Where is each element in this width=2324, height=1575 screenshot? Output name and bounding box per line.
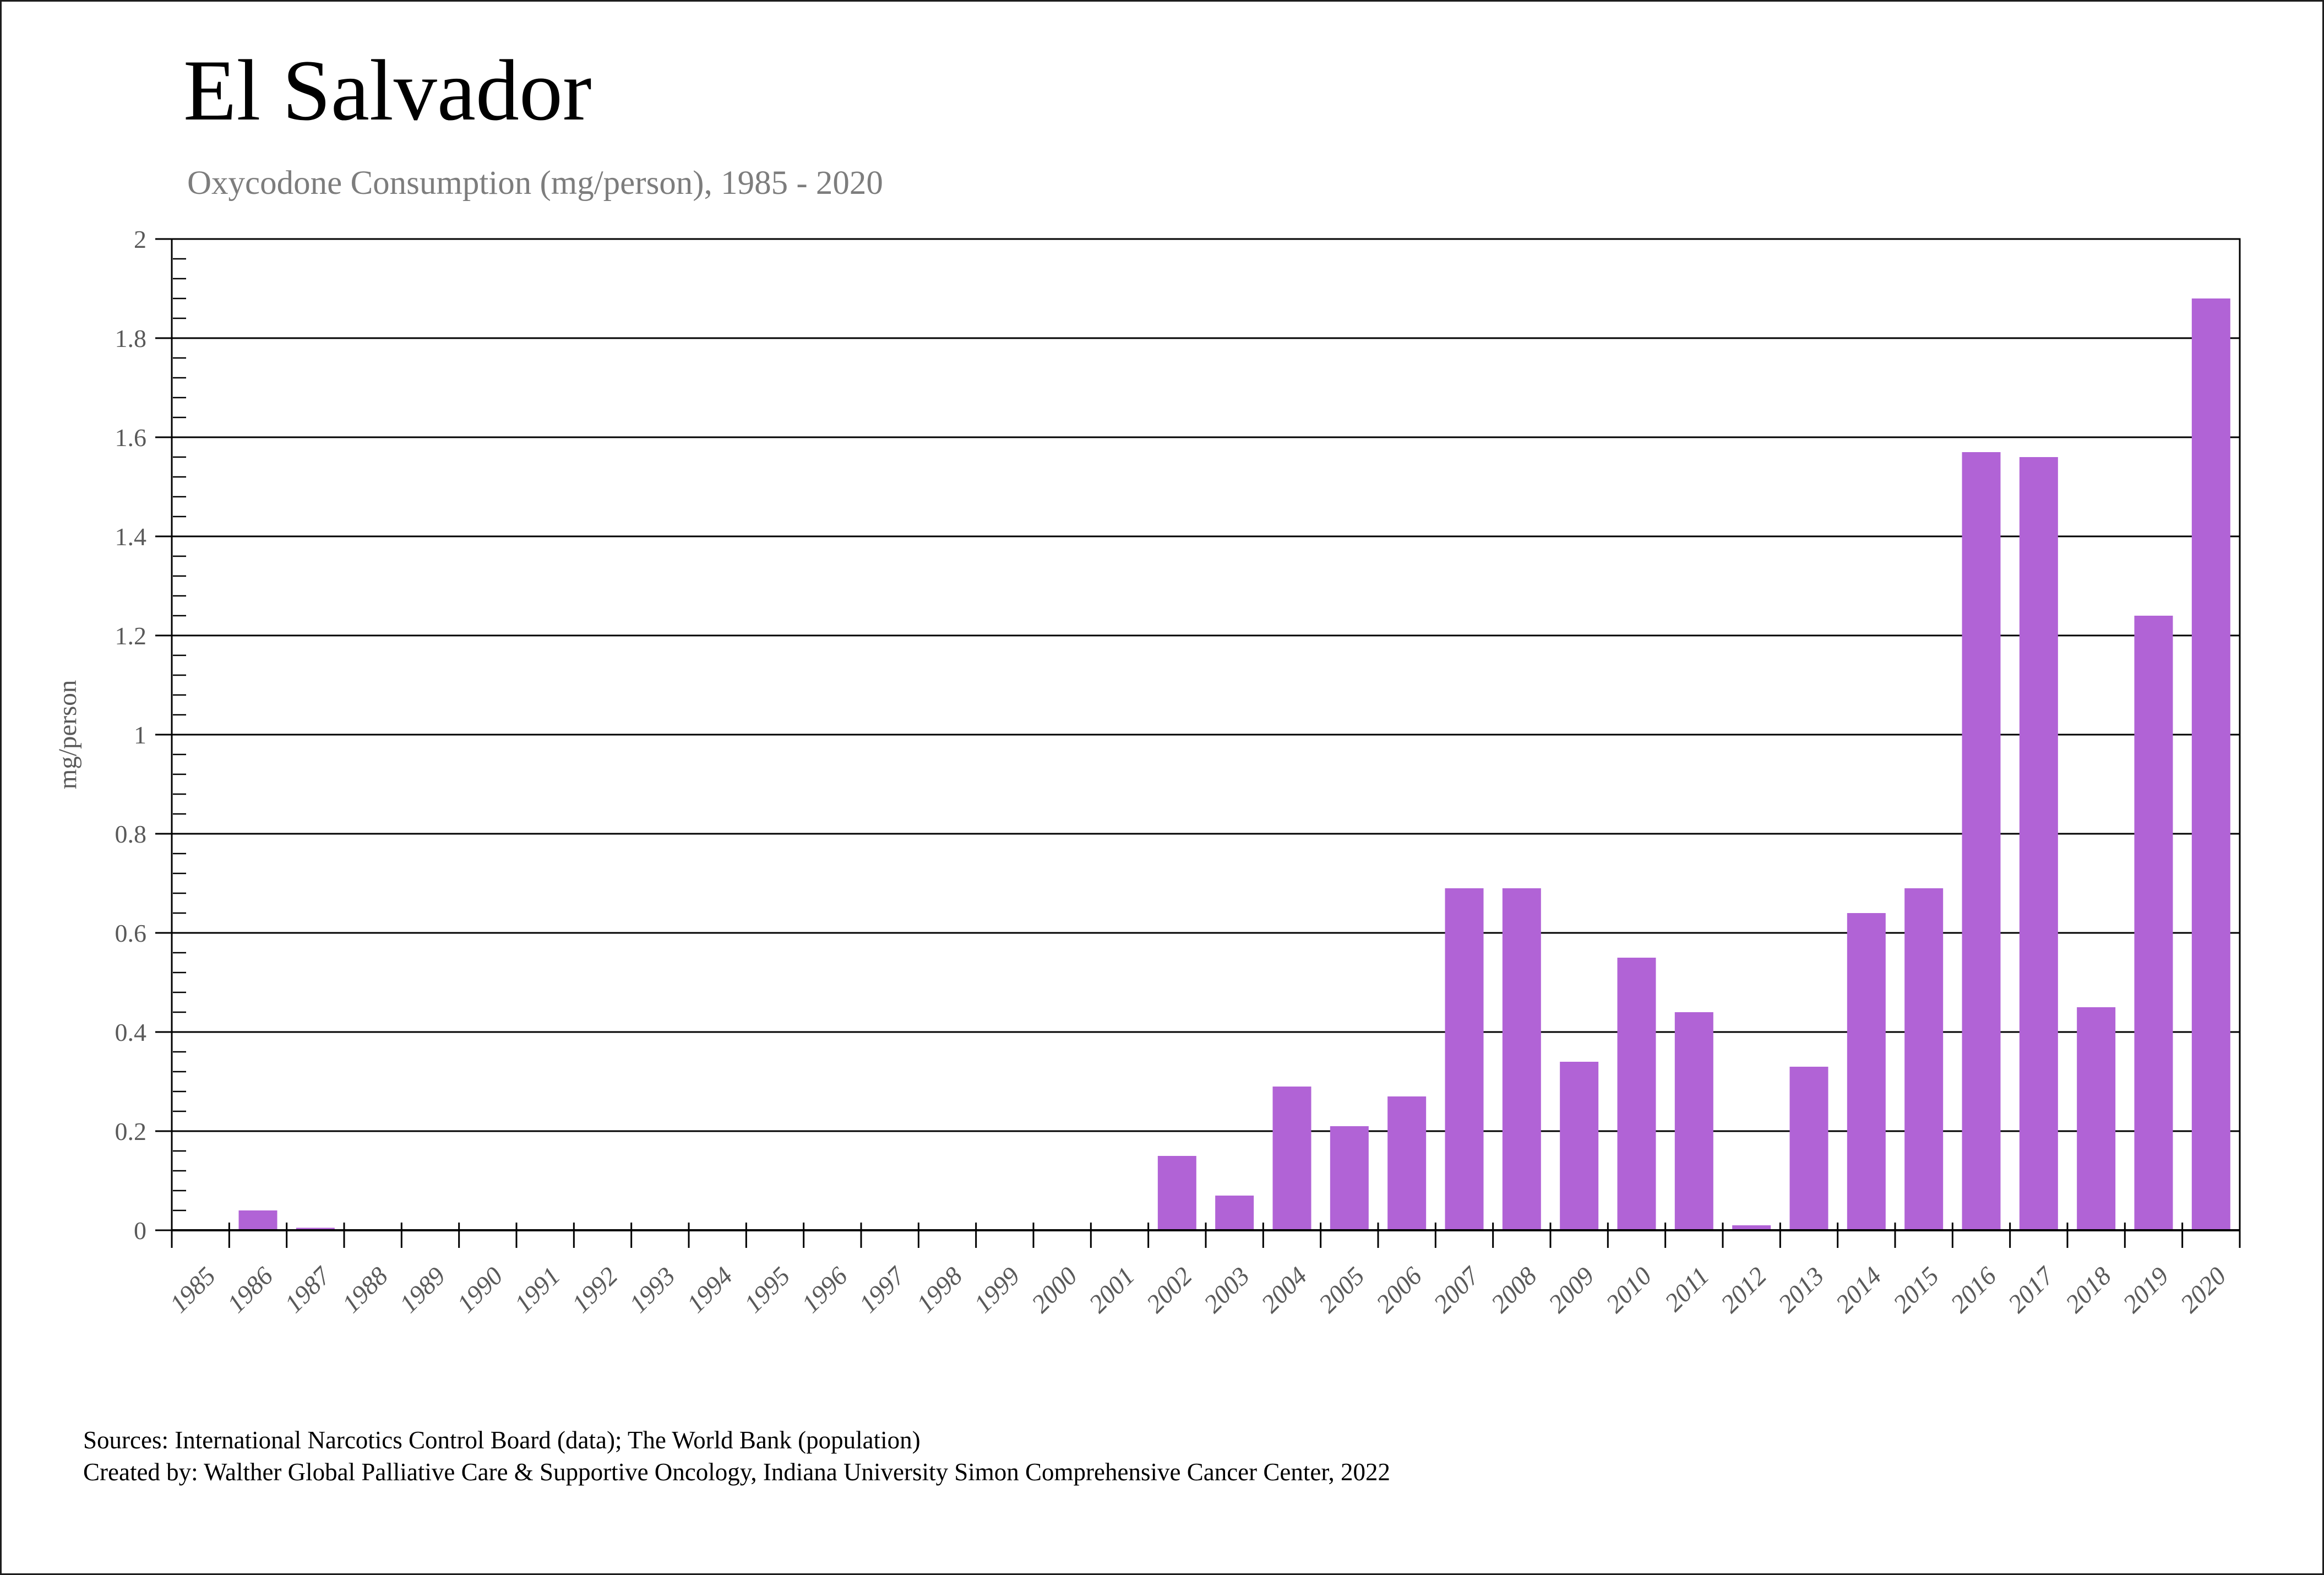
y-tick-label: 1: [134, 721, 146, 749]
bar-2010: [1617, 958, 1656, 1230]
y-tick-label: 0.4: [115, 1018, 147, 1046]
y-axis-title: mg/person: [53, 680, 82, 789]
x-tick-label: 2014: [1830, 1262, 1887, 1318]
y-tick-label: 0.2: [115, 1117, 147, 1145]
bar-2012: [1732, 1225, 1771, 1230]
x-tick-label: 2005: [1313, 1262, 1370, 1318]
y-tick-label: 0: [134, 1216, 146, 1245]
y-tick-label: 0.8: [115, 820, 147, 848]
y-tick-label: 1.2: [115, 622, 147, 650]
x-tick-label: 1991: [509, 1262, 566, 1318]
y-axis-labels: 0 0.2 0.4 0.6 0.8 1 1.2 1.4 1.6 1.8 2: [115, 225, 147, 1245]
gridlines: [172, 337, 2240, 1132]
x-axis-labels: 1985 1986 1987 1988 1989 1990 1991 1992 1993 1994…: [165, 1261, 2232, 1318]
x-tick-label: 2016: [1945, 1262, 2002, 1319]
x-tick-label: 2020: [2175, 1262, 2232, 1318]
y-tick-label: 1.4: [115, 523, 147, 551]
bar-2014: [1847, 913, 1886, 1230]
bar-2013: [1789, 1067, 1828, 1230]
x-tick-label: 1987: [279, 1261, 337, 1318]
y-axis-ticks: [155, 238, 186, 1231]
x-tick-label: 2002: [1141, 1262, 1198, 1318]
x-tick-label: 1994: [682, 1262, 738, 1318]
x-tick-label: 1985: [165, 1262, 221, 1318]
x-tick-label: 1986: [222, 1262, 279, 1319]
bar-2020: [2191, 298, 2230, 1230]
y-tick-label: 0.6: [115, 919, 147, 947]
x-tick-label: 2006: [1371, 1262, 1428, 1319]
bars: [238, 298, 2230, 1230]
x-axis-ticks: [171, 1223, 2241, 1248]
x-tick-label: 1995: [739, 1262, 796, 1318]
bar-2002: [1157, 1156, 1196, 1230]
bar-2007: [1445, 888, 1484, 1230]
x-tick-label: 2001: [1084, 1262, 1140, 1318]
y-tick-label: 2: [134, 225, 146, 253]
x-tick-label: 2003: [1199, 1262, 1255, 1318]
x-tick-label: 1988: [337, 1262, 394, 1318]
y-tick-label: 1.8: [115, 324, 147, 352]
x-tick-label: 2019: [2118, 1262, 2174, 1318]
bar-2011: [1674, 1012, 1713, 1230]
x-tick-label: 2018: [2060, 1262, 2117, 1318]
bar-2015: [1904, 888, 1944, 1230]
bar-2008: [1502, 888, 1541, 1230]
x-tick-label: 1998: [911, 1262, 968, 1318]
x-tick-label: 2008: [1485, 1262, 1542, 1318]
bar-2009: [1560, 1062, 1599, 1230]
bar-2003: [1215, 1196, 1254, 1230]
x-tick-label: 1997: [854, 1261, 912, 1318]
x-tick-label: 1990: [451, 1262, 508, 1318]
x-tick-label: 1992: [567, 1262, 623, 1318]
x-tick-label: 1999: [968, 1262, 1025, 1318]
x-tick-label: 2012: [1716, 1262, 1772, 1318]
bar-2004: [1272, 1087, 1311, 1230]
bar-1986: [238, 1210, 277, 1230]
chart-subtitle: Oxycodone Consumption (mg/person), 1985 …: [187, 165, 883, 202]
x-tick-label: 2004: [1256, 1262, 1313, 1318]
page-title: El Salvador: [183, 42, 592, 139]
y-tick-label: 1.6: [115, 423, 147, 452]
x-tick-label: 2007: [1428, 1261, 1486, 1318]
x-tick-label: 1996: [796, 1262, 853, 1319]
x-tick-label: 2011: [1659, 1262, 1715, 1317]
bar-2016: [1962, 452, 2001, 1230]
footer-sources-line: Sources: International Narcotics Control…: [83, 1426, 921, 1454]
x-tick-label: 2000: [1026, 1262, 1083, 1318]
x-tick-label: 2015: [1888, 1262, 1945, 1318]
x-tick-label: 2010: [1601, 1262, 1657, 1318]
x-tick-label: 2017: [2002, 1261, 2060, 1318]
x-tick-label: 2013: [1773, 1262, 1830, 1318]
bar-2017: [2019, 457, 2058, 1230]
bar-2006: [1387, 1096, 1427, 1230]
footer: Sources: International Narcotics Control…: [83, 1424, 1390, 1488]
bar-1987: [296, 1228, 335, 1230]
x-tick-label: 2009: [1543, 1262, 1600, 1318]
footer-credit-line: Created by: Walther Global Palliative Ca…: [83, 1458, 1391, 1486]
x-tick-label: 1993: [624, 1262, 681, 1318]
bar-2005: [1330, 1126, 1369, 1230]
bar-2018: [2077, 1007, 2116, 1230]
bar-2019: [2134, 616, 2173, 1230]
x-tick-label: 1989: [394, 1262, 451, 1318]
